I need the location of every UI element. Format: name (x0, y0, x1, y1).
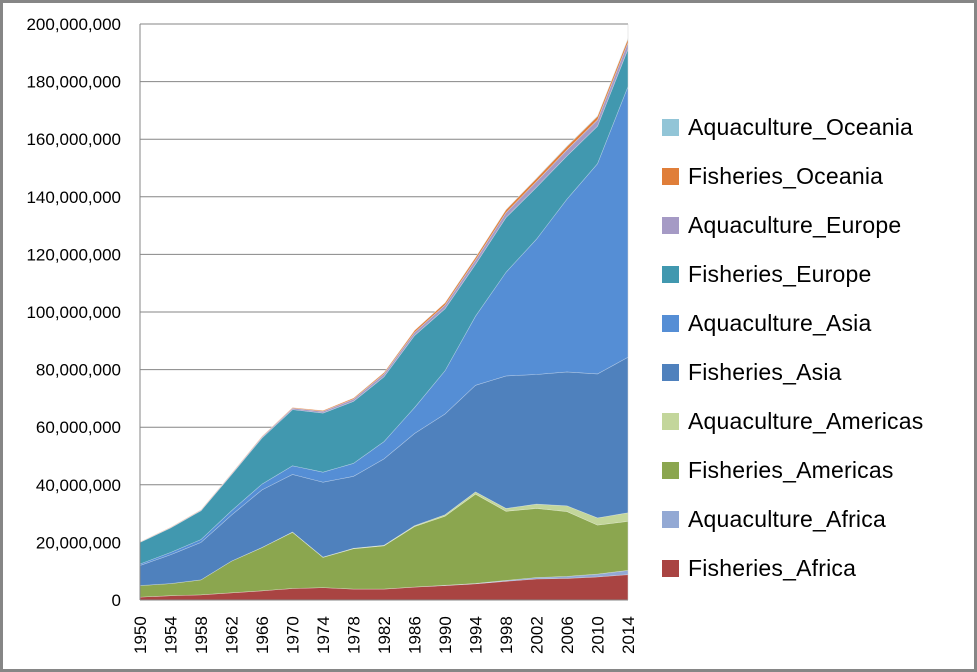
x-tick-label: 2002 (528, 616, 547, 654)
area-fisheries-americas (139, 493, 629, 598)
legend-swatch (662, 511, 679, 528)
legend-swatch (662, 217, 679, 234)
legend-label: Fisheries_Americas (688, 457, 894, 483)
y-tick-label: 120,000,000 (26, 245, 121, 264)
series-areas (139, 38, 629, 601)
legend-label: Aquaculture_Americas (688, 408, 924, 434)
legend-item: Fisheries_Americas (662, 446, 962, 495)
x-tick-label: 1982 (375, 616, 394, 654)
x-tick-labels: 1950 1954 1958 1962 1966 1970 1974 1978 1982 1986… (131, 616, 638, 654)
legend-swatch (662, 413, 679, 430)
y-tick-label: 0 (112, 591, 121, 610)
x-tick-label: 1950 (131, 616, 150, 654)
x-tick-label: 1978 (345, 616, 364, 654)
area-fisheries-europe (139, 48, 629, 565)
y-tick-label: 160,000,000 (26, 130, 121, 149)
area-aquaculture-oceania (139, 38, 629, 543)
area-aquaculture-africa (139, 570, 629, 598)
area-fisheries-asia (139, 356, 629, 586)
legend-label: Fisheries_Europe (688, 261, 872, 287)
legend-label: Aquaculture_Africa (688, 506, 886, 532)
y-tick-label: 200,000,000 (26, 15, 121, 34)
legend-label: Fisheries_Africa (688, 555, 857, 581)
y-tick-label: 60,000,000 (36, 418, 121, 437)
legend-item: Fisheries_Asia (662, 348, 962, 397)
legend-label: Aquaculture_Europe (688, 212, 902, 238)
legend-swatch (662, 364, 679, 381)
area-aquaculture-europe (139, 42, 629, 543)
y-tick-label: 180,000,000 (26, 73, 121, 92)
legend-label: Fisheries_Asia (688, 359, 842, 385)
x-tick-label: 2014 (619, 616, 638, 654)
x-tick-label: 1998 (497, 616, 516, 654)
legend-swatch (662, 462, 679, 479)
legend-item: Aquaculture_Europe (662, 201, 962, 250)
legend-label: Aquaculture_Asia (688, 310, 872, 336)
y-tick-label: 100,000,000 (26, 303, 121, 322)
legend-swatch (662, 560, 679, 577)
legend-item: Aquaculture_Asia (662, 299, 962, 348)
legend-label: Aquaculture_Oceania (688, 114, 914, 140)
y-tick-label: 20,000,000 (36, 533, 121, 552)
legend-item: Aquaculture_Africa (662, 495, 962, 544)
axes (139, 24, 629, 601)
legend-item: Aquaculture_Oceania (662, 103, 962, 152)
legend-item: Aquaculture_Americas (662, 397, 962, 446)
y-tick-labels: 0 20,000,000 40,000,000 60,000,000 80,000,00… (26, 15, 121, 610)
legend-swatch (662, 168, 679, 185)
x-tick-label: 2010 (589, 616, 608, 654)
x-tick-label: 1966 (253, 616, 272, 654)
x-tick-label: 1990 (436, 616, 455, 654)
legend-swatch (662, 266, 679, 283)
area-fisheries-oceania (139, 38, 629, 543)
x-tick-label: 1962 (223, 616, 242, 654)
y-tick-label: 140,000,000 (26, 188, 121, 207)
x-tick-label: 1994 (467, 616, 486, 654)
x-tick-label: 1974 (314, 616, 333, 654)
y-tick-label: 40,000,000 (36, 476, 121, 495)
y-tick-label: 80,000,000 (36, 361, 121, 380)
x-tick-label: 1970 (284, 616, 303, 654)
legend-label: Fisheries_Oceania (688, 163, 884, 189)
x-tick-label: 1986 (406, 616, 425, 654)
x-tick-label: 1958 (192, 616, 211, 654)
legend-item: Fisheries_Africa (662, 544, 962, 593)
x-tick-label: 1954 (162, 616, 181, 654)
legend: Aquaculture_Oceania Fisheries_Oceania Aqua… (662, 103, 962, 593)
legend-item: Fisheries_Europe (662, 250, 962, 299)
legend-item: Fisheries_Oceania (662, 152, 962, 201)
legend-swatch (662, 119, 679, 136)
legend-swatch (662, 315, 679, 332)
x-tick-label: 2006 (558, 616, 577, 654)
